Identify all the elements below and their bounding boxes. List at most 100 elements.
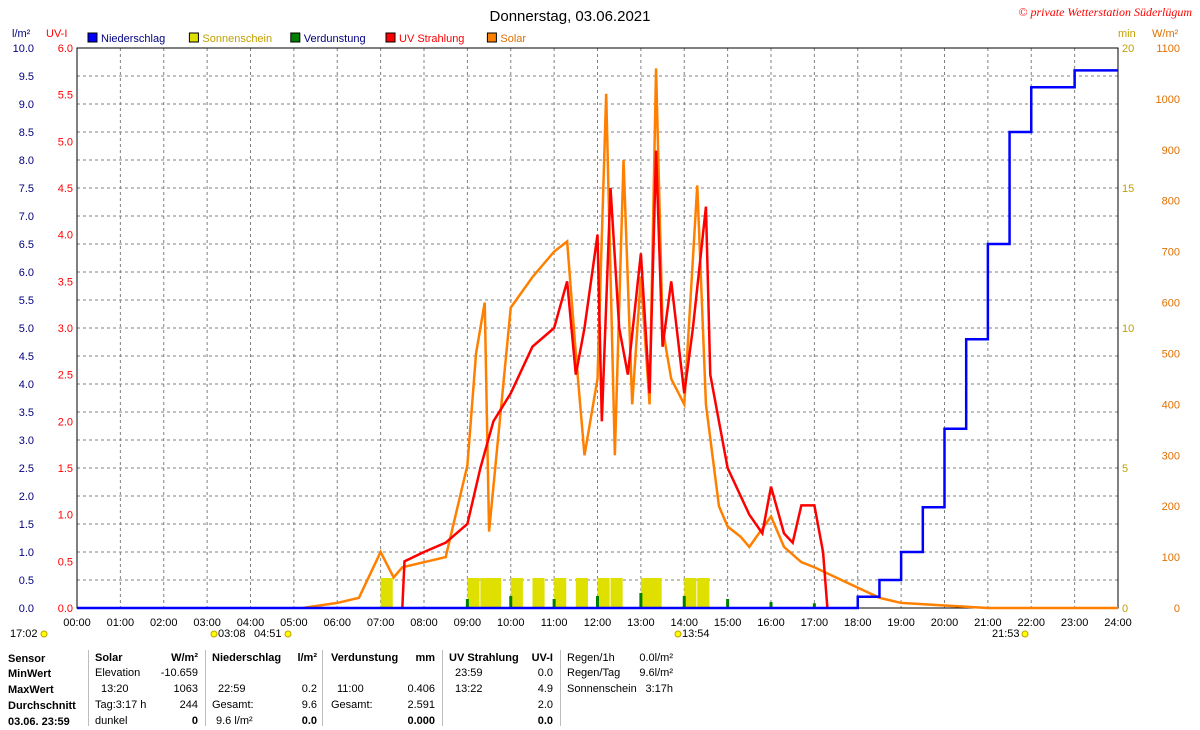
sensor-min: MinWert — [8, 668, 52, 680]
uv-max-value: 4.9 — [537, 683, 553, 695]
y-tick-right2: 300 — [1162, 450, 1180, 462]
sunshine-bar — [649, 578, 662, 608]
rain-max-time: 22:59 — [218, 683, 246, 695]
axis-label-left2: UV-I — [46, 28, 67, 40]
y-tick-left1: 0.0 — [19, 603, 34, 615]
x-tick-label: 24:00 — [1104, 617, 1132, 629]
y-tick-left1: 8.0 — [19, 155, 34, 167]
marker-left-time: 17:02 — [10, 628, 38, 640]
x-tick-label: 12:00 — [584, 617, 612, 629]
y-tick-right1: 10 — [1122, 323, 1134, 335]
evap-last-value: 0.000 — [407, 715, 435, 727]
sunshine-bar — [489, 578, 502, 608]
y-tick-left1: 4.5 — [19, 351, 34, 363]
legend-swatch — [385, 32, 396, 43]
sunshine-label: Sonnenschein — [567, 683, 637, 695]
sunshine-bar — [554, 578, 567, 608]
legend-label: Sonnenschein — [202, 33, 272, 45]
regen-day-value: 9.6l/m² — [639, 667, 673, 679]
y-tick-right1: 15 — [1122, 183, 1134, 195]
y-tick-left1: 6.5 — [19, 239, 34, 251]
evap-unit: mm — [415, 652, 435, 664]
sunshine-bar — [380, 578, 393, 608]
solar-unit: W/m² — [171, 652, 198, 664]
sun-marker-dot — [674, 630, 682, 638]
solar-last-value: 0 — [191, 715, 198, 727]
x-tick-label: 11:00 — [541, 617, 568, 629]
y-tick-left2: 2.0 — [58, 416, 73, 428]
x-tick-label: 15:00 — [714, 617, 742, 629]
chart-grid — [77, 48, 1118, 608]
legend-label: Solar — [500, 33, 526, 45]
sensor-max: MaxWert — [8, 684, 54, 696]
solar-header: Solar — [95, 652, 123, 664]
legend-swatch — [486, 32, 497, 43]
col-sensor: Sensor MinWert MaxWert Durchschnitt 03.0… — [0, 650, 88, 728]
y-tick-left1: 10.0 — [13, 43, 34, 55]
y-tick-left1: 8.5 — [19, 127, 34, 139]
rain-total-label: Gesamt: — [212, 699, 254, 711]
series-line-solar — [302, 68, 1118, 610]
solar-max-value: 1063 — [173, 683, 198, 695]
y-tick-left1: 5.0 — [19, 323, 34, 335]
y-tick-left1: 1.0 — [19, 547, 34, 559]
summary-table: Sensor MinWert MaxWert Durchschnitt 03.0… — [0, 650, 1200, 728]
y-tick-right2: 200 — [1162, 501, 1180, 513]
y-tick-right2: 0 — [1174, 603, 1180, 615]
evap-max-value: 0.406 — [407, 683, 435, 695]
x-tick-label: 23:00 — [1061, 617, 1089, 629]
solar-last-label: dunkel — [95, 715, 128, 727]
y-tick-left2: 0.0 — [58, 603, 73, 615]
sunshine-bar — [597, 578, 610, 608]
x-tick-label: 20:00 — [931, 617, 959, 629]
rain-last-label: 9.6 l/m² — [216, 715, 253, 727]
y-tick-right2: 800 — [1162, 196, 1180, 208]
y-tick-right2: 1000 — [1156, 94, 1180, 106]
tick-labels: 00:00 01:00 02:00 03:00 04:00 05:00 06:00 07:00… — [13, 43, 1180, 629]
y-tick-right1: 0 — [1122, 603, 1128, 615]
chart-title: Donnerstag, 03.06.2021 — [490, 8, 651, 25]
y-tick-right1: 5 — [1122, 463, 1128, 475]
uv-last-value: 0.0 — [537, 715, 553, 727]
rain-unit: l/m² — [297, 652, 317, 664]
x-tick-label: 04:00 — [237, 617, 265, 629]
sun-marker-dot — [1021, 630, 1029, 638]
x-tick-label: 00:00 — [63, 617, 91, 629]
y-tick-left1: 2.0 — [19, 491, 34, 503]
y-tick-left2: 5.5 — [58, 90, 73, 102]
regen-1h-value: 0.0l/m² — [639, 652, 673, 664]
uv-unit: UV-I — [531, 652, 553, 664]
rain-last-value: 0.0 — [301, 715, 317, 727]
x-tick-label: 16:00 — [757, 617, 785, 629]
chart-legend: Niederschlag Sonnenschein Verdunstung UV St… — [87, 32, 526, 45]
col-solar: Solar W/m² Elevation -10.659 13:20 1063 … — [88, 650, 206, 727]
y-tick-left2: 4.5 — [58, 183, 73, 195]
uv-min-time: 23:59 — [455, 667, 483, 679]
y-tick-left1: 2.5 — [19, 463, 34, 475]
sunshine-bar — [467, 578, 480, 608]
legend-swatch — [87, 32, 98, 43]
sensor-last: 03.06. 23:59 — [8, 716, 70, 728]
x-tick-label: 18:00 — [844, 617, 872, 629]
x-tick-label: 09:00 — [454, 617, 482, 629]
col-regen: Regen/1h 0.0l/m² Regen/Tag 9.6l/m² Sonne… — [560, 650, 679, 726]
x-tick-label: 01:00 — [107, 617, 135, 629]
sun-marker-dot — [210, 630, 218, 638]
x-tick-label: 21:00 — [974, 617, 1002, 629]
y-tick-right2: 100 — [1162, 552, 1180, 564]
axis-label-left1: l/m² — [12, 28, 31, 40]
y-tick-left2: 0.5 — [58, 556, 73, 568]
sun-marker-dot — [40, 630, 48, 638]
y-tick-left2: 3.5 — [58, 276, 73, 288]
y-tick-left1: 7.5 — [19, 183, 34, 195]
x-tick-label: 02:00 — [150, 617, 178, 629]
copyright-text: © private Wetterstation Süderlügum — [1018, 5, 1192, 19]
y-tick-right2: 600 — [1162, 298, 1180, 310]
uv-header: UV Strahlung — [449, 652, 519, 664]
sun-marker-dot — [284, 630, 292, 638]
x-tick-label: 07:00 — [367, 617, 395, 629]
y-tick-left1: 3.0 — [19, 435, 34, 447]
axis-label-right2: W/m² — [1152, 28, 1179, 40]
y-tick-right2: 500 — [1162, 348, 1180, 360]
sunshine-bar — [684, 578, 697, 608]
